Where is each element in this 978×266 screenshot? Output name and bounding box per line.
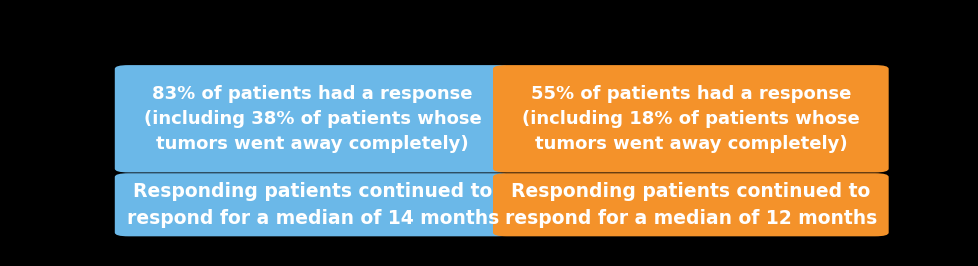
Text: Responding patients continued to
respond for a median of 12 months: Responding patients continued to respond…	[505, 182, 876, 227]
Text: 83% of patients had a response
(including 38% of patients whose
tumors went away: 83% of patients had a response (includin…	[144, 85, 481, 153]
FancyBboxPatch shape	[114, 65, 510, 172]
FancyBboxPatch shape	[493, 173, 888, 236]
Text: 55% of patients had a response
(including 18% of patients whose
tumors went away: 55% of patients had a response (includin…	[521, 85, 859, 153]
FancyBboxPatch shape	[114, 173, 510, 236]
FancyBboxPatch shape	[493, 65, 888, 172]
Text: Responding patients continued to
respond for a median of 14 months: Responding patients continued to respond…	[126, 182, 498, 227]
